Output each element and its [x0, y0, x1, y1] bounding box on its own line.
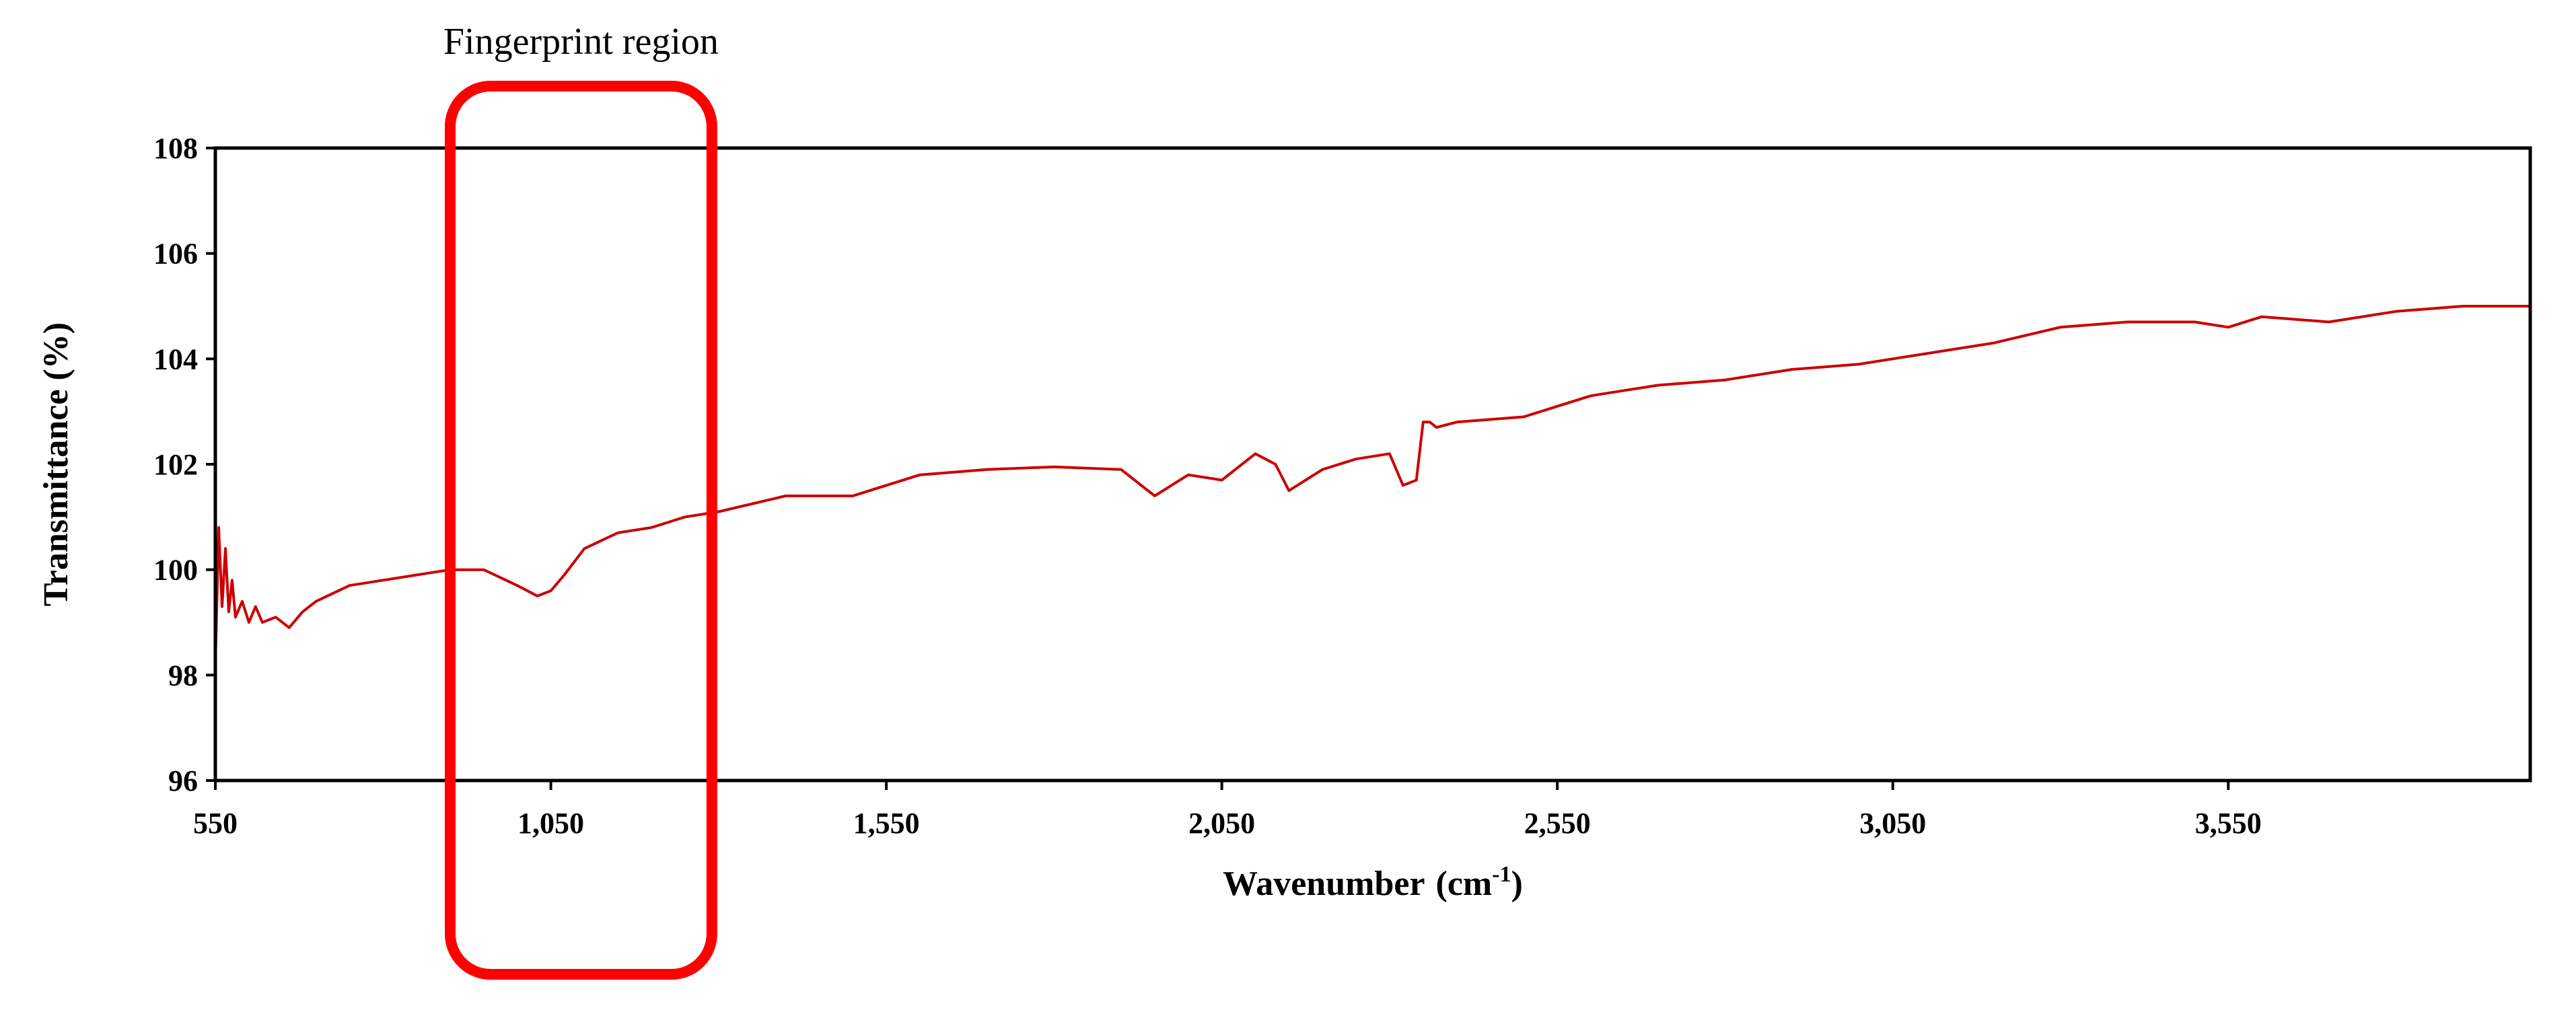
y-tick-label: 100 — [153, 554, 198, 587]
spectrum-line — [214, 305, 2530, 665]
y-axis-ticks: 96 98 100 102 104 106 108 — [153, 132, 215, 797]
x-tick-label: 550 — [193, 807, 238, 840]
y-axis-title: Transmittance (%) — [37, 322, 75, 606]
x-axis-title-unit-superscript: -1 — [1492, 862, 1511, 887]
y-tick-label: 102 — [153, 448, 198, 481]
x-axis-title-text: Wavenumber — [1223, 865, 1425, 903]
x-tick-label: 1,050 — [517, 807, 584, 840]
x-tick-label: 2,550 — [1524, 807, 1591, 840]
x-axis-title: Wavenumber (cm-1) — [1223, 862, 1523, 903]
x-tick-label: 1,550 — [853, 807, 920, 840]
x-tick-label: 3,550 — [2195, 807, 2262, 840]
y-tick-label: 104 — [153, 342, 198, 375]
y-tick-label: 106 — [153, 238, 198, 270]
fingerprint-region-label: Fingerprint region — [443, 21, 719, 63]
y-tick-label: 108 — [153, 132, 198, 165]
plot-area-frame — [213, 146, 2532, 783]
fingerprint-region-box — [444, 81, 717, 980]
x-axis-title-unit-close: ) — [1511, 865, 1523, 903]
x-axis-ticks: 550 1,050 1,550 2,050 2,550 3,050 3,550 — [193, 781, 2262, 840]
x-axis-title-unit: (cm — [1436, 865, 1493, 903]
y-tick-label: 96 — [168, 764, 198, 797]
x-tick-label: 3,050 — [1859, 807, 1926, 840]
y-tick-label: 98 — [168, 659, 198, 692]
x-tick-label: 2,050 — [1188, 807, 1255, 840]
series-layer — [214, 305, 2530, 665]
